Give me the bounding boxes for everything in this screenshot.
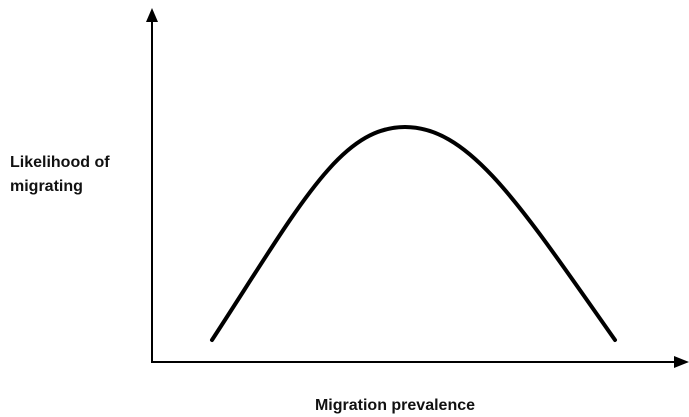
x-axis-arrow <box>674 356 689 368</box>
y-axis-arrow <box>146 8 158 22</box>
curve <box>210 124 617 342</box>
y-axis-label: migrating <box>10 178 83 195</box>
x-axis-label: Migration prevalence <box>315 397 475 414</box>
y-axis-label: Likelihood of <box>10 154 110 171</box>
